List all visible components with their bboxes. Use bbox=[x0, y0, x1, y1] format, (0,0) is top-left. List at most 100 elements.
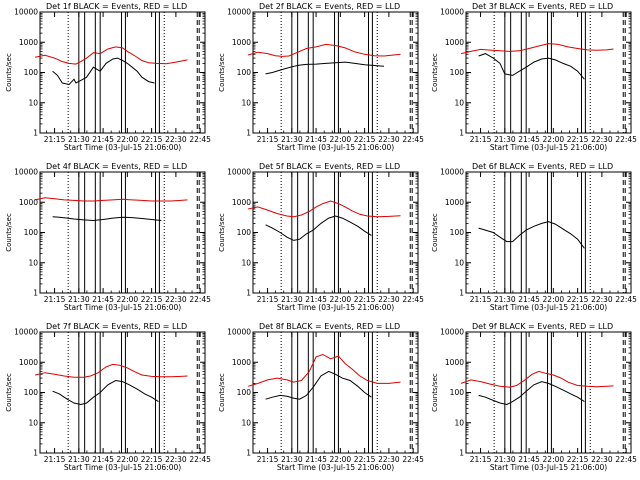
chart-title: Det 4f BLACK = Events, RED = LLD bbox=[46, 162, 187, 171]
y-axis-label: Counts/sec bbox=[218, 53, 226, 92]
series-line bbox=[478, 221, 585, 249]
y-axis-label: Counts/sec bbox=[431, 373, 439, 412]
y-tick-label: 10 bbox=[454, 258, 464, 267]
y-tick-label: 10000 bbox=[440, 168, 464, 177]
y-tick-label: 1000 bbox=[232, 358, 251, 367]
chart-panel: Det 1f BLACK = Events, RED = LLD 1 10 100 10… bbox=[5, 2, 211, 152]
x-tick-label: 22:30 bbox=[165, 455, 187, 464]
x-tick-label: 21:45 bbox=[92, 295, 114, 304]
x-tick-label: 22:45 bbox=[402, 135, 424, 144]
x-tick-label: 22:00 bbox=[330, 295, 352, 304]
x-tick-label: 21:45 bbox=[518, 135, 540, 144]
chart-panel: Det 4f BLACK = Events, RED = LLD 1 10 100 10… bbox=[5, 162, 211, 312]
y-tick-label: 10000 bbox=[227, 8, 251, 17]
chart-panel: Det 7f BLACK = Events, RED = LLD 1 10 100 10… bbox=[5, 322, 211, 472]
y-tick-label: 10 bbox=[28, 98, 38, 107]
y-tick-label: 10000 bbox=[440, 328, 464, 337]
chart-title: Det 3f BLACK = Events, RED = LLD bbox=[472, 2, 613, 11]
y-tick-label: 1 bbox=[33, 289, 38, 298]
y-axis-label: Counts/sec bbox=[5, 373, 13, 412]
y-tick-label: 1 bbox=[33, 129, 38, 138]
y-axis-label: Counts/sec bbox=[218, 213, 226, 252]
x-tick-label: 22:45 bbox=[402, 295, 424, 304]
y-tick-label: 10 bbox=[241, 418, 251, 427]
x-tick-label: 21:15 bbox=[44, 135, 66, 144]
y-tick-label: 1 bbox=[246, 449, 251, 458]
x-tick-label: 22:30 bbox=[165, 135, 187, 144]
chart-title: Det 8f BLACK = Events, RED = LLD bbox=[259, 322, 400, 331]
chart-title: Det 7f BLACK = Events, RED = LLD bbox=[46, 322, 187, 331]
x-tick-label: 21:45 bbox=[518, 455, 540, 464]
series-line bbox=[52, 379, 159, 406]
y-tick-label: 100 bbox=[24, 388, 39, 397]
chart-panel: Det 8f BLACK = Events, RED = LLD 1 10 100 10… bbox=[218, 322, 424, 472]
y-tick-label: 100 bbox=[237, 388, 252, 397]
y-tick-label: 10 bbox=[454, 418, 464, 427]
x-tick-label: 21:15 bbox=[257, 455, 279, 464]
x-tick-label: 21:45 bbox=[518, 295, 540, 304]
x-tick-label: 21:30 bbox=[494, 455, 516, 464]
x-axis-label: Start Time (03-Jul-15 21:06:00) bbox=[490, 303, 607, 312]
x-tick-label: 22:45 bbox=[189, 135, 211, 144]
y-tick-label: 10000 bbox=[440, 8, 464, 17]
x-tick-label: 21:30 bbox=[68, 295, 90, 304]
y-axis-label: Counts/sec bbox=[5, 213, 13, 252]
x-tick-label: 21:45 bbox=[305, 135, 327, 144]
x-tick-label: 22:00 bbox=[117, 455, 139, 464]
x-tick-label: 22:30 bbox=[378, 295, 400, 304]
x-tick-label: 22:15 bbox=[141, 295, 163, 304]
x-axis-label: Start Time (03-Jul-15 21:06:00) bbox=[490, 143, 607, 152]
x-tick-label: 21:30 bbox=[68, 135, 90, 144]
x-tick-label: 21:30 bbox=[494, 135, 516, 144]
x-tick-label: 22:45 bbox=[615, 135, 637, 144]
y-tick-label: 10 bbox=[454, 98, 464, 107]
x-tick-label: 22:15 bbox=[354, 135, 376, 144]
y-tick-label: 10000 bbox=[227, 328, 251, 337]
plot-frame bbox=[39, 11, 206, 134]
series-line bbox=[247, 353, 401, 387]
x-tick-label: 21:45 bbox=[305, 455, 327, 464]
y-tick-label: 100 bbox=[24, 228, 39, 237]
chart-panel: Det 2f BLACK = Events, RED = LLD 1 10 100 10… bbox=[218, 2, 424, 152]
x-tick-label: 22:30 bbox=[591, 135, 613, 144]
x-tick-label: 21:30 bbox=[68, 455, 90, 464]
y-axis-label: Counts/sec bbox=[431, 53, 439, 92]
x-tick-label: 21:15 bbox=[470, 295, 492, 304]
y-tick-label: 10000 bbox=[14, 8, 38, 17]
y-tick-label: 1000 bbox=[232, 38, 251, 47]
x-tick-label: 22:15 bbox=[354, 295, 376, 304]
chart-title: Det 1f BLACK = Events, RED = LLD bbox=[46, 2, 187, 11]
y-tick-label: 1000 bbox=[445, 38, 464, 47]
x-axis-label: Start Time (03-Jul-15 21:06:00) bbox=[277, 463, 394, 472]
y-tick-label: 100 bbox=[237, 68, 252, 77]
x-tick-label: 22:00 bbox=[543, 135, 565, 144]
plot-frame bbox=[252, 331, 419, 454]
y-tick-label: 1000 bbox=[19, 198, 38, 207]
y-tick-label: 100 bbox=[24, 68, 39, 77]
x-tick-label: 22:45 bbox=[189, 455, 211, 464]
x-axis-label: Start Time (03-Jul-15 21:06:00) bbox=[64, 463, 181, 472]
y-axis-label: Counts/sec bbox=[431, 213, 439, 252]
chart-panel: Det 6f BLACK = Events, RED = LLD 1 10 100 10… bbox=[431, 162, 637, 312]
y-tick-label: 100 bbox=[450, 68, 465, 77]
plot-frame bbox=[465, 171, 632, 294]
x-tick-label: 22:45 bbox=[402, 455, 424, 464]
x-tick-label: 21:15 bbox=[44, 455, 66, 464]
x-tick-label: 22:00 bbox=[543, 295, 565, 304]
series-line bbox=[35, 46, 188, 65]
x-tick-label: 22:45 bbox=[615, 295, 637, 304]
x-tick-label: 22:30 bbox=[165, 295, 187, 304]
y-tick-label: 10 bbox=[28, 418, 38, 427]
x-tick-label: 21:30 bbox=[281, 295, 303, 304]
series-line bbox=[478, 53, 585, 80]
x-tick-label: 22:30 bbox=[591, 455, 613, 464]
x-tick-label: 22:00 bbox=[330, 135, 352, 144]
y-tick-label: 1000 bbox=[445, 198, 464, 207]
x-tick-label: 22:00 bbox=[117, 295, 139, 304]
series-line bbox=[460, 43, 614, 55]
series-line bbox=[478, 381, 585, 406]
y-tick-label: 1000 bbox=[445, 358, 464, 367]
x-tick-label: 22:15 bbox=[567, 455, 589, 464]
x-tick-label: 22:45 bbox=[189, 295, 211, 304]
x-tick-label: 21:30 bbox=[494, 295, 516, 304]
